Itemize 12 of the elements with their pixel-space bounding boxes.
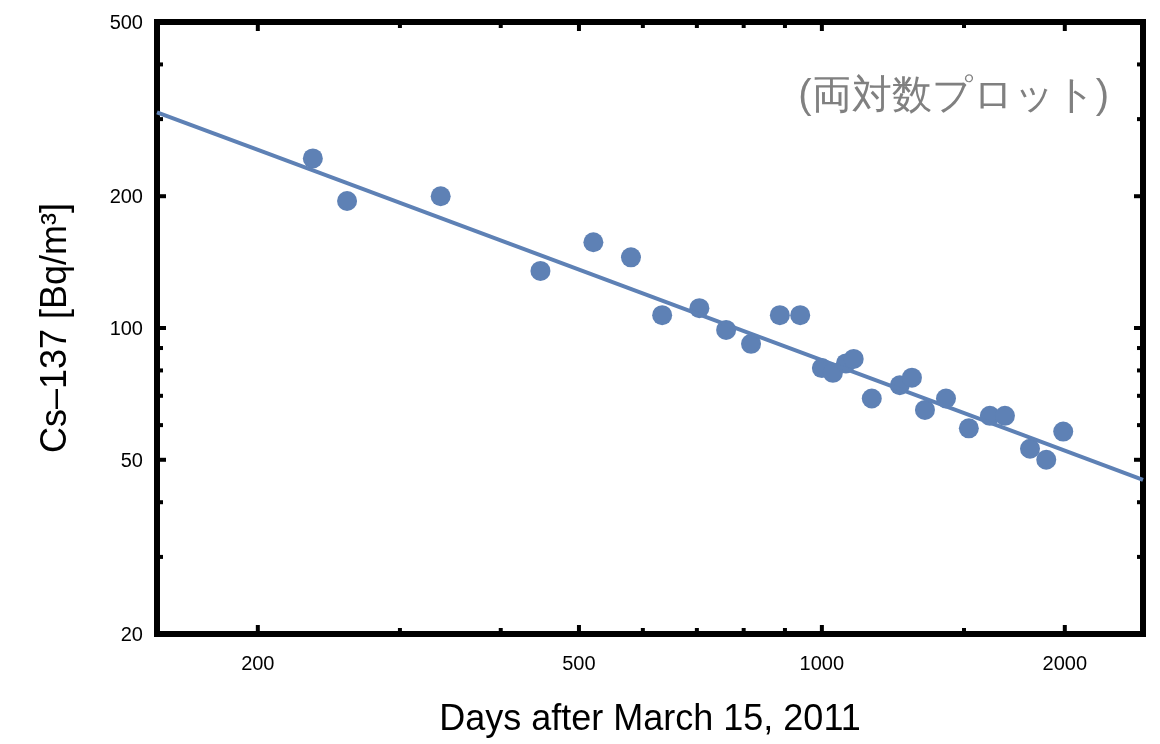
y-tick-label: 500 (109, 11, 143, 33)
x-tick-label: 500 (562, 652, 596, 674)
y-tick-label: 100 (109, 317, 143, 339)
x-axis-title: Days after March 15, 2011 (439, 697, 861, 738)
x-tick-label: 200 (241, 652, 275, 674)
x-tick-label: 1000 (799, 652, 845, 674)
y-tick-label: 50 (120, 448, 143, 471)
y-tick-label: 200 (109, 185, 143, 208)
y-tick-label: 20 (120, 623, 143, 645)
y-axis-title: Cs–137 [Bq/m³] (33, 202, 74, 454)
annotation: (両対数プロット) (798, 72, 1109, 116)
x-tick-label: 2000 (1042, 652, 1088, 674)
